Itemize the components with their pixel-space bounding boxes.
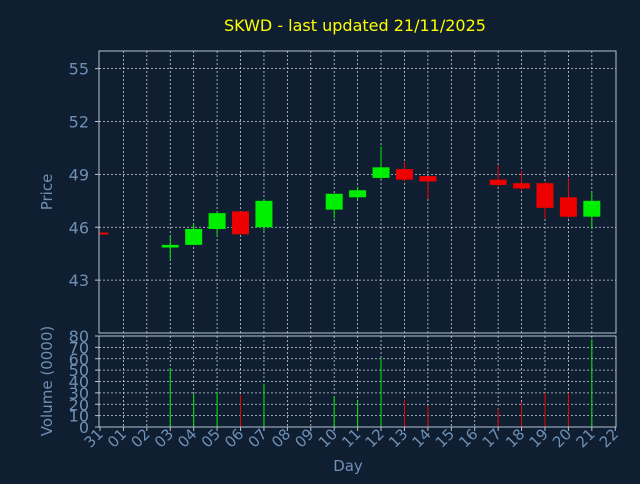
volume-y-tick-label: 10 [69, 407, 89, 426]
price-y-tick-label: 49 [69, 165, 89, 184]
candle-body [489, 179, 507, 185]
candle-body [419, 176, 437, 182]
x-tick-label: 13 [385, 425, 411, 451]
volume-y-tick-label: 60 [69, 350, 89, 369]
x-tick-label: 12 [362, 425, 388, 451]
volume-y-tick-label: 20 [69, 395, 89, 414]
candle-body [255, 200, 273, 228]
x-tick-label: 02 [127, 425, 153, 451]
volume-bars [169, 339, 593, 427]
candle-body [208, 213, 226, 230]
price-axis-label: Price [38, 174, 56, 211]
x-tick-label: 05 [198, 425, 224, 451]
x-axis-label: Day [333, 457, 363, 475]
x-axis-ticks: 3101020304050607080910111213141516171819… [81, 425, 622, 451]
candle-body [559, 197, 577, 217]
candle-body [161, 244, 179, 248]
price-y-tick-label: 46 [69, 218, 89, 237]
candle-body [325, 193, 343, 210]
x-tick-label: 22 [596, 425, 622, 451]
x-tick-label: 01 [104, 425, 130, 451]
price-y-tick-label: 43 [69, 271, 89, 290]
candle-body [349, 190, 367, 198]
x-tick-label: 04 [174, 425, 200, 451]
candle-body [536, 183, 554, 208]
candle-body [232, 211, 250, 235]
price-plot-frame [98, 50, 617, 334]
volume-y-tick-label: 30 [69, 384, 89, 403]
volume-axis-label: Volume (0000) [38, 326, 56, 436]
x-tick-label: 07 [245, 425, 271, 451]
x-tick-label: 09 [291, 425, 317, 451]
x-tick-label: 16 [455, 425, 481, 451]
x-tick-label: 11 [338, 425, 364, 451]
x-tick-label: 21 [572, 425, 598, 451]
x-tick-label: 20 [549, 425, 575, 451]
x-tick-label: 14 [408, 425, 434, 451]
x-tick-label: 06 [221, 425, 247, 451]
x-tick-label: 19 [526, 425, 552, 451]
x-tick-label: 15 [432, 425, 458, 451]
volume-y-tick-label: 50 [69, 361, 89, 380]
x-tick-label: 18 [502, 425, 528, 451]
volume-y-tick-label: 80 [69, 327, 89, 346]
chart-title: SKWD - last updated 21/11/2025 [224, 16, 486, 35]
price-y-tick-label: 52 [69, 113, 89, 132]
candle-body [372, 167, 390, 178]
candle-body [583, 200, 601, 217]
x-tick-label: 03 [151, 425, 177, 451]
x-tick-label: 17 [479, 425, 505, 451]
volume-y-tick-label: 40 [69, 373, 89, 392]
volume-y-tick-label: 0 [79, 418, 89, 437]
volume-y-tick-label: 70 [69, 338, 89, 357]
candle-body [100, 232, 109, 235]
price-candles [99, 146, 601, 259]
x-tick-label: 10 [315, 425, 341, 451]
candle-body [395, 169, 413, 180]
price-y-ticks: 43 46 49 52 55 [69, 60, 99, 290]
x-tick-label: 08 [268, 425, 294, 451]
candle-body [513, 183, 531, 189]
price-y-tick-label: 55 [69, 60, 89, 79]
candle-body [185, 229, 203, 245]
